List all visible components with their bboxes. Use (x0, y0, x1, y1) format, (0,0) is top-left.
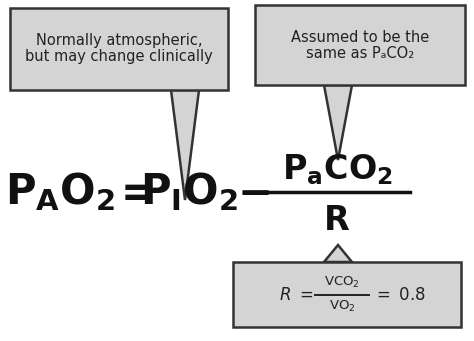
Text: Assumed to be the: Assumed to be the (291, 30, 429, 44)
Text: $\mathbf{P_IO_2}$: $\mathbf{P_IO_2}$ (140, 170, 238, 213)
Text: $=\ 0.8$: $=\ 0.8$ (373, 285, 426, 303)
Text: $\mathdefault{VCO_2}$: $\mathdefault{VCO_2}$ (324, 275, 360, 290)
Text: $\mathbf{P_aCO_2}$: $\mathbf{P_aCO_2}$ (282, 153, 392, 187)
Text: $\mathbf{-}$: $\mathbf{-}$ (237, 171, 270, 213)
Polygon shape (324, 245, 352, 262)
Text: $\mathdefault{VO_2}$: $\mathdefault{VO_2}$ (329, 299, 355, 314)
Text: but may change clinically: but may change clinically (25, 49, 213, 64)
Text: Normally atmospheric,: Normally atmospheric, (36, 33, 202, 48)
Polygon shape (324, 85, 352, 160)
Polygon shape (171, 90, 199, 200)
Text: $\mathbf{P_AO_2}$: $\mathbf{P_AO_2}$ (5, 170, 115, 213)
Text: $R\ =$: $R\ =$ (279, 285, 313, 303)
Text: $\mathbf{=}$: $\mathbf{=}$ (112, 171, 153, 213)
Text: $\mathbf{R}$: $\mathbf{R}$ (323, 204, 351, 237)
FancyBboxPatch shape (255, 5, 465, 85)
Text: same as PₐCO₂: same as PₐCO₂ (306, 45, 414, 60)
FancyBboxPatch shape (10, 8, 228, 90)
FancyBboxPatch shape (233, 262, 461, 327)
